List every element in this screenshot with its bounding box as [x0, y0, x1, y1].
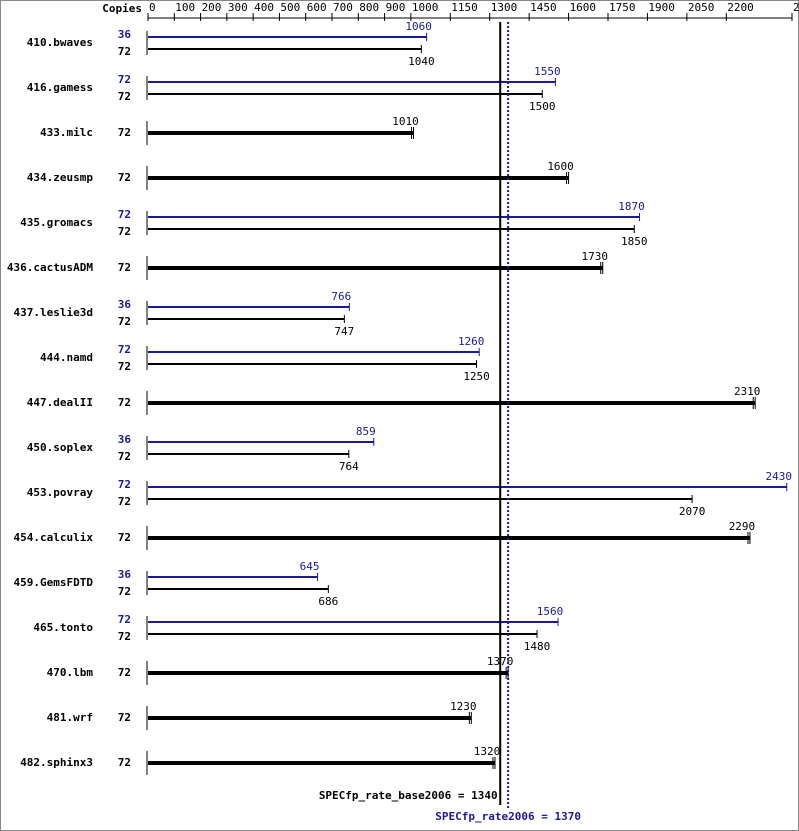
- base-value-label: 686: [318, 595, 338, 608]
- benchmark-label: 459.GemsFDTD: [14, 576, 94, 589]
- peak-value-label: 1870: [618, 200, 645, 213]
- base-copies: 72: [118, 171, 131, 184]
- base-value-label: 1850: [621, 235, 648, 248]
- x-tick-label: 200: [202, 1, 222, 14]
- x-tick-label: 500: [280, 1, 300, 14]
- peak-copies: 72: [118, 73, 131, 86]
- base-copies: 72: [118, 315, 131, 328]
- base-value-label: 1480: [524, 640, 551, 653]
- base-copies: 72: [118, 225, 131, 238]
- benchmark-label: 410.bwaves: [27, 36, 93, 49]
- x-tick-label: 600: [307, 1, 327, 14]
- benchmark-label: 481.wrf: [47, 711, 93, 724]
- base-value-label: 747: [334, 325, 354, 338]
- benchmark-label: 416.gamess: [27, 81, 93, 94]
- peak-copies: 36: [118, 28, 132, 41]
- x-tick-label: 1900: [648, 1, 675, 14]
- x-tick-label: 700: [333, 1, 353, 14]
- benchmark-label: 433.milc: [40, 126, 93, 139]
- base-copies: 72: [118, 630, 131, 643]
- base-value-label: 2070: [679, 505, 706, 518]
- peak-value-label: 1060: [405, 20, 432, 33]
- peak-value-label: 766: [331, 290, 351, 303]
- x-tick-label: 1450: [530, 1, 557, 14]
- benchmark-label: 444.namd: [40, 351, 93, 364]
- benchmark-label: 436.cactusADM: [7, 261, 93, 274]
- base-value-label: 1010: [392, 115, 419, 128]
- x-tick-label: 0: [149, 1, 156, 14]
- base-copies: 72: [118, 666, 131, 679]
- x-tick-label: 2050: [688, 1, 715, 14]
- peak-copies: 36: [118, 433, 132, 446]
- peak-copies: 72: [118, 478, 131, 491]
- base-copies: 72: [118, 360, 131, 373]
- x-tick-label: 300: [228, 1, 248, 14]
- base-copies: 72: [118, 396, 131, 409]
- x-tick-label: 1300: [491, 1, 518, 14]
- x-tick-label: 100: [175, 1, 195, 14]
- x-tick-label: 1150: [451, 1, 478, 14]
- benchmark-label: 470.lbm: [47, 666, 94, 679]
- x-tick-label: 900: [386, 1, 406, 14]
- base-copies: 72: [118, 531, 131, 544]
- peak-value-label: 859: [356, 425, 376, 438]
- benchmark-label: 447.dealII: [27, 396, 93, 409]
- peak-copies: 72: [118, 208, 131, 221]
- base-copies: 72: [118, 45, 131, 58]
- base-copies: 72: [118, 90, 131, 103]
- peak-value-label: 1560: [537, 605, 564, 618]
- benchmark-label: 482.sphinx3: [20, 756, 93, 769]
- benchmark-label: 437.leslie3d: [14, 306, 93, 319]
- benchmark-label: 465.tonto: [33, 621, 93, 634]
- base-copies: 72: [118, 585, 131, 598]
- x-tick-label: 2200: [727, 1, 754, 14]
- base-value-label: 2290: [729, 520, 756, 533]
- peak-copies: 72: [118, 613, 131, 626]
- base-value-label: 1320: [474, 745, 501, 758]
- x-tick-label: 800: [359, 1, 379, 14]
- base-value-label: 1250: [463, 370, 490, 383]
- benchmark-label: 454.calculix: [14, 531, 94, 544]
- benchmark-label: 450.soplex: [27, 441, 94, 454]
- peak-value-label: 645: [300, 560, 320, 573]
- benchmark-label: 435.gromacs: [20, 216, 93, 229]
- peak-value-label: 1550: [534, 65, 561, 78]
- benchmark-label: 453.povray: [27, 486, 94, 499]
- base-value-label: 1730: [581, 250, 608, 263]
- peak-value-label: 1260: [458, 335, 485, 348]
- copies-header: Copies: [102, 2, 142, 15]
- benchmark-label: 434.zeusmp: [27, 171, 94, 184]
- peak-value-label: 2430: [765, 470, 792, 483]
- x-tick-label: 1750: [609, 1, 636, 14]
- base-copies: 72: [118, 711, 131, 724]
- x-tick-label: 1000: [412, 1, 439, 14]
- base-copies: 72: [118, 126, 131, 139]
- x-tick-label: 2450: [793, 1, 799, 14]
- base-value-label: 764: [339, 460, 359, 473]
- base-copies: 72: [118, 495, 131, 508]
- peak-copies: 36: [118, 568, 132, 581]
- base-summary-label: SPECfp_rate_base2006 = 1340: [319, 789, 498, 802]
- base-value-label: 1500: [529, 100, 556, 113]
- x-tick-label: 1600: [570, 1, 597, 14]
- base-copies: 72: [118, 261, 131, 274]
- peak-copies: 72: [118, 343, 131, 356]
- base-value-label: 2310: [734, 385, 761, 398]
- peak-summary-label: SPECfp_rate2006 = 1370: [435, 810, 581, 823]
- base-value-label: 1230: [450, 700, 477, 713]
- x-tick-label: 400: [254, 1, 274, 14]
- peak-copies: 36: [118, 298, 132, 311]
- base-value-label: 1600: [547, 160, 574, 173]
- base-copies: 72: [118, 756, 131, 769]
- base-copies: 72: [118, 450, 131, 463]
- base-value-label: 1040: [408, 55, 435, 68]
